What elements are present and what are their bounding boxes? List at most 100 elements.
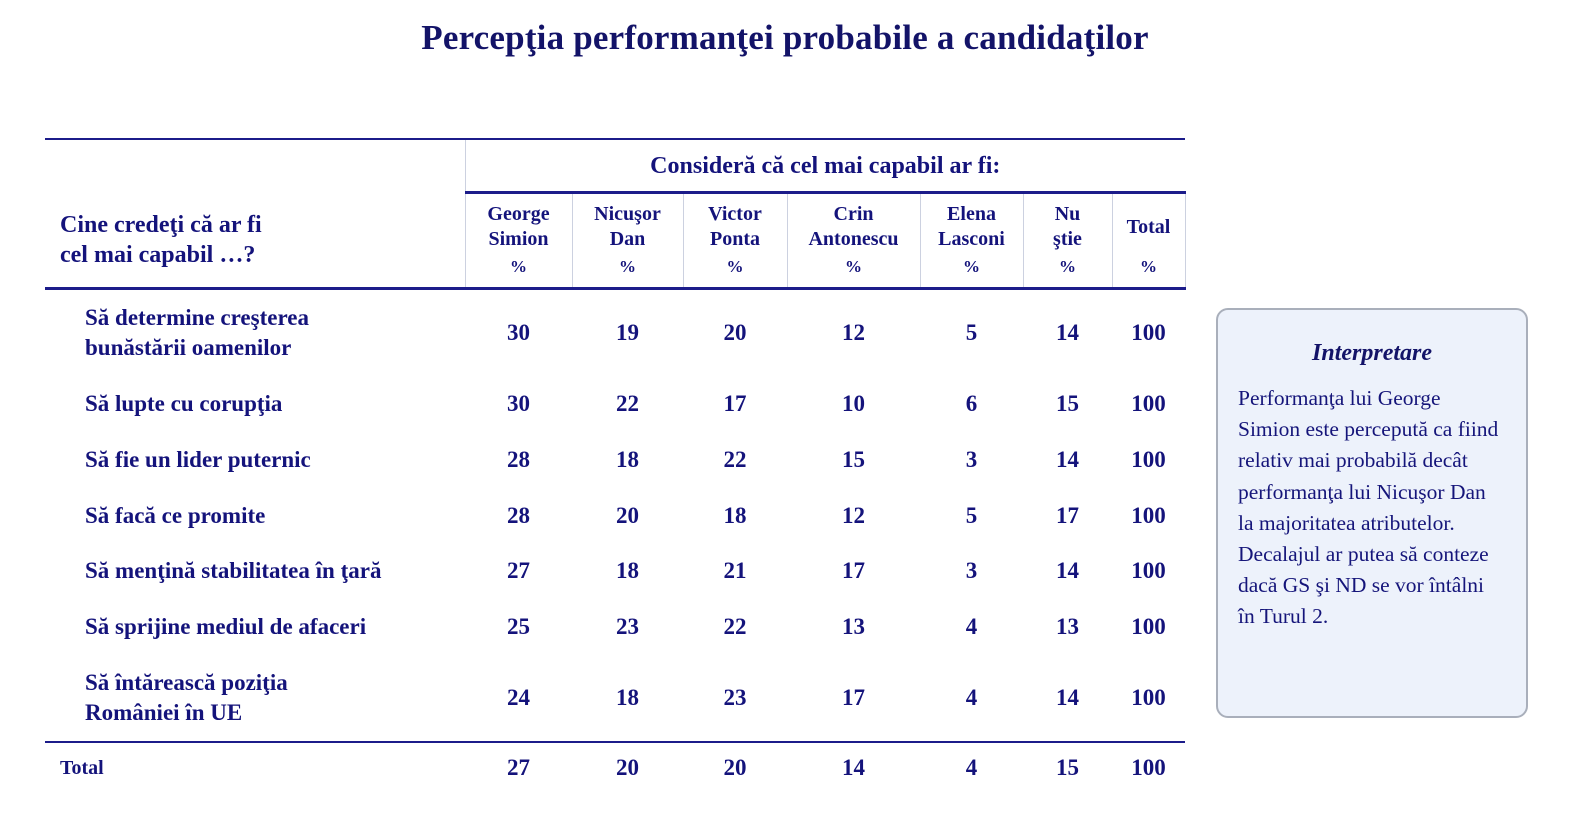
value-cell: 17 <box>1056 502 1079 528</box>
interpretation-text: Performanţa lui George Simion este perce… <box>1238 386 1499 629</box>
column-header-crin-antonescu: Crin Antonescu <box>787 192 921 254</box>
value-cell: 25 <box>507 614 530 640</box>
unit-label: % <box>1112 254 1186 290</box>
table-row: Să întărească poziţia României în UE 24 … <box>45 655 1185 742</box>
value-cell: 100 <box>1131 446 1166 472</box>
value-cell: 5 <box>965 502 978 528</box>
value-cell: 14 <box>1056 319 1079 345</box>
value-cell: 21 <box>723 558 747 584</box>
value-cell: 19 <box>616 319 639 345</box>
value-cell: 24 <box>507 685 530 711</box>
value-cell: 28 <box>507 502 530 528</box>
value-cell: 20 <box>723 319 747 345</box>
table-row: Să determine creşterea bunăstării oameni… <box>45 289 1185 376</box>
total-value-cell: 100 <box>1112 741 1186 796</box>
row-question-line2: cel mai capabil …? <box>60 241 256 268</box>
value-cell: 30 <box>507 319 530 345</box>
row-label: Să menţină stabilitatea în ţară <box>85 558 382 584</box>
group-header: Consideră că cel mai capabil ar fi: <box>465 139 1186 194</box>
value-cell: 23 <box>616 614 639 640</box>
value-cell: 100 <box>1131 685 1166 711</box>
row-question-header: Cine credeţi că ar fi cel mai capabil …? <box>45 192 466 290</box>
value-cell: 13 <box>842 614 865 640</box>
value-cell: 4 <box>965 614 978 640</box>
value-cell: 15 <box>842 446 865 472</box>
corner-cell <box>45 139 466 193</box>
value-cell: 30 <box>507 390 530 416</box>
value-cell: 15 <box>1056 390 1079 416</box>
row-label: Să facă ce promite <box>85 502 266 528</box>
value-cell: 20 <box>616 502 639 528</box>
value-cell: 17 <box>842 685 865 711</box>
perception-table-container: Consideră că cel mai capabil ar fi: Cine… <box>45 138 1186 796</box>
column-header-victor-ponta: Victor Ponta <box>683 192 788 254</box>
total-value-cell: 4 <box>920 741 1023 796</box>
value-cell: 4 <box>965 685 978 711</box>
column-header-nicusor-dan: Nicuşor Dan <box>572 192 684 254</box>
value-cell: 5 <box>965 319 978 345</box>
table-row: Să sprijine mediul de afaceri 25 23 22 1… <box>45 599 1185 655</box>
value-cell: 27 <box>507 558 530 584</box>
total-value-cell: 15 <box>1023 741 1112 796</box>
unit-label: % <box>683 254 788 290</box>
total-label: Total <box>45 741 465 796</box>
value-cell: 17 <box>723 390 747 416</box>
table-row: Să facă ce promite 28 20 18 12 5 17 100 <box>45 488 1185 544</box>
unit-label: % <box>572 254 684 290</box>
table-row: Să lupte cu corupţia 30 22 17 10 6 15 10… <box>45 376 1185 432</box>
row-label: Să determine creşterea bunăstării oameni… <box>85 305 309 360</box>
value-cell: 100 <box>1131 390 1166 416</box>
total-value-cell: 20 <box>572 741 683 796</box>
value-cell: 3 <box>965 558 978 584</box>
value-cell: 12 <box>842 502 865 528</box>
value-cell: 22 <box>723 614 747 640</box>
column-header-elena-lasconi: Elena Lasconi <box>920 192 1024 254</box>
column-header-nu-stie: Nu ştie <box>1023 192 1113 254</box>
table-row: Să menţină stabilitatea în ţară 27 18 21… <box>45 543 1185 599</box>
value-cell: 13 <box>1056 614 1079 640</box>
row-question-line1: Cine credeţi că ar fi <box>60 211 262 238</box>
value-cell: 12 <box>842 319 865 345</box>
value-cell: 10 <box>842 390 865 416</box>
column-header-total: Total <box>1112 192 1186 254</box>
perception-table: Consideră că cel mai capabil ar fi: Cine… <box>45 138 1186 796</box>
total-value-cell: 27 <box>465 741 572 796</box>
value-cell: 14 <box>1056 446 1079 472</box>
row-label: Să întărească poziţia României în UE <box>85 670 288 726</box>
value-cell: 100 <box>1131 319 1166 345</box>
group-header-row: Consideră că cel mai capabil ar fi: <box>45 139 1186 194</box>
value-cell: 18 <box>616 685 639 711</box>
table-row: Să fie un lider puternic 28 18 22 15 3 1… <box>45 432 1185 488</box>
page-title: Percepţia performanţei probabile a candi… <box>421 18 1149 57</box>
value-cell: 14 <box>1056 685 1079 711</box>
unit-label: % <box>465 254 573 290</box>
value-cell: 14 <box>1056 558 1079 584</box>
row-label: Să sprijine mediul de afaceri <box>85 614 367 640</box>
value-cell: 18 <box>616 446 639 472</box>
interpretation-box: Interpretare Performanţa lui George Simi… <box>1216 308 1528 718</box>
value-cell: 100 <box>1131 502 1166 528</box>
unit-label: % <box>1023 254 1113 290</box>
total-row: Total 27 20 20 14 4 15 100 <box>45 741 1186 796</box>
value-cell: 17 <box>842 558 865 584</box>
interpretation-title: Interpretare <box>1312 340 1432 366</box>
row-label: Să fie un lider puternic <box>85 446 311 472</box>
value-cell: 3 <box>965 446 978 472</box>
value-cell: 28 <box>507 446 530 472</box>
unit-label: % <box>787 254 921 290</box>
value-cell: 22 <box>723 446 747 472</box>
value-cell: 18 <box>723 502 747 528</box>
value-cell: 22 <box>616 390 639 416</box>
row-label: Să lupte cu corupţia <box>85 390 283 416</box>
unit-row: % % % % % % % <box>45 254 1186 290</box>
value-cell: 100 <box>1131 558 1166 584</box>
value-cell: 6 <box>965 390 978 416</box>
total-value-cell: 14 <box>787 741 920 796</box>
column-header-row: Cine credeţi că ar fi cel mai capabil …?… <box>45 192 1186 290</box>
value-cell: 100 <box>1131 614 1166 640</box>
value-cell: 23 <box>723 685 747 711</box>
column-header-george-simion: George Simion <box>465 192 573 254</box>
value-cell: 18 <box>616 558 639 584</box>
total-value-cell: 20 <box>683 741 787 796</box>
unit-label: % <box>920 254 1024 290</box>
